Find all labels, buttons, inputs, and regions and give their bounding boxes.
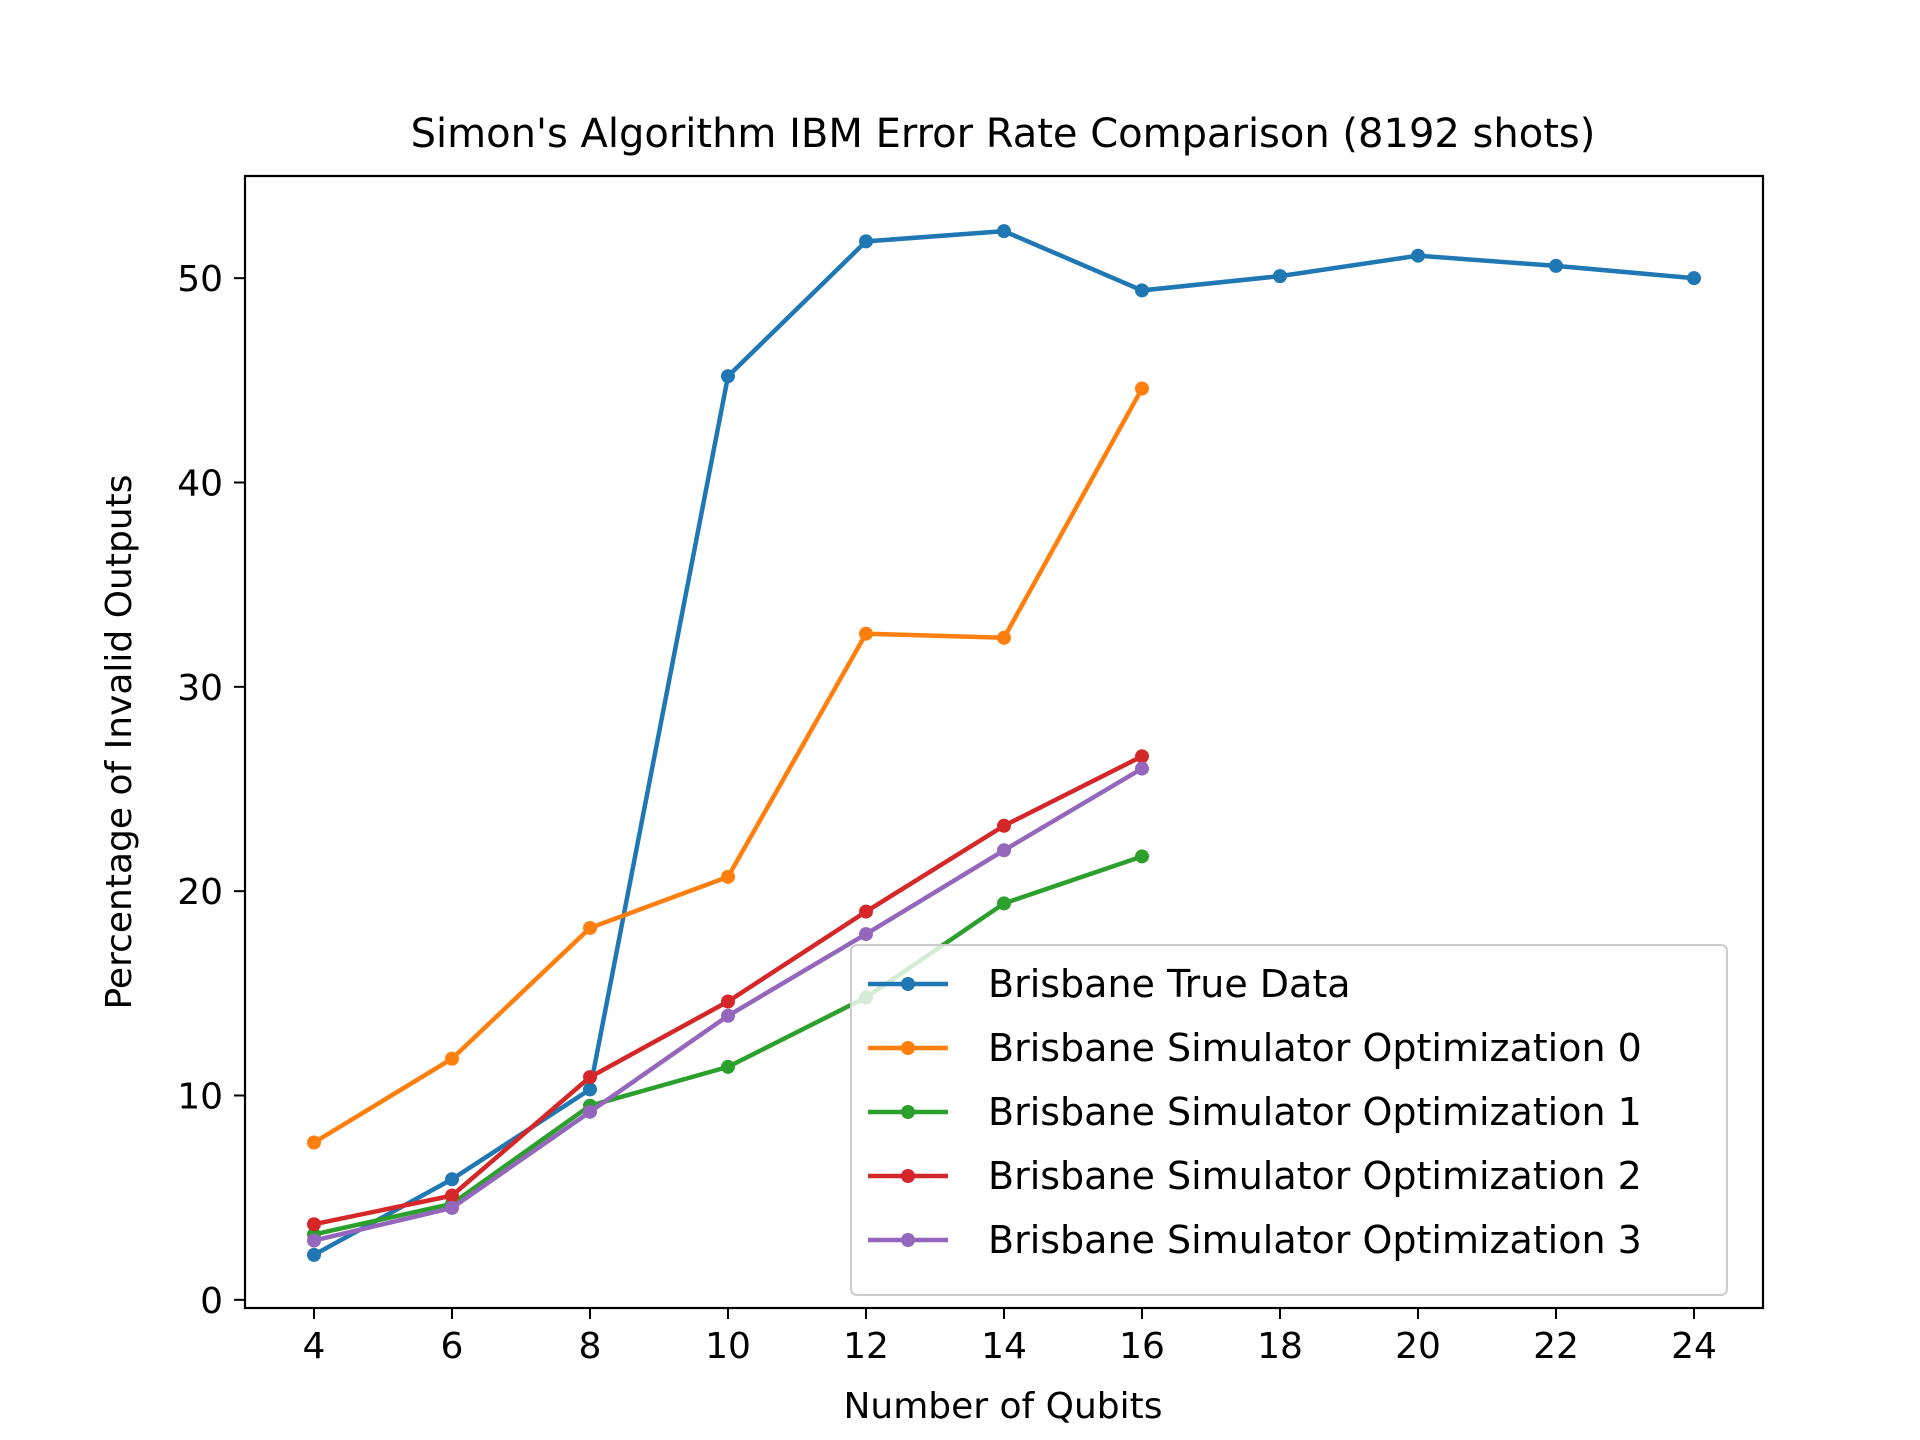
x-tick-label-6: 6 bbox=[441, 1326, 464, 1367]
chart-title: Simon's Algorithm IBM Error Rate Compari… bbox=[411, 111, 1596, 157]
data-point-s4-x4 bbox=[307, 1217, 321, 1232]
x-tick-label-20: 20 bbox=[1395, 1326, 1441, 1367]
data-point-s1-x16 bbox=[1135, 283, 1149, 298]
data-point-s1-x8 bbox=[583, 1082, 597, 1097]
legend: Brisbane True Data Brisbane Simulator Opt… bbox=[850, 944, 1728, 1296]
data-point-s4-x14 bbox=[997, 818, 1011, 833]
data-point-s2-x6 bbox=[445, 1051, 459, 1066]
x-tick-label-16: 16 bbox=[1119, 1326, 1165, 1367]
data-point-s1-x14 bbox=[997, 224, 1011, 239]
data-point-s2-x10 bbox=[721, 869, 735, 884]
data-point-s1-x10 bbox=[721, 369, 735, 384]
y-tick-label-20: 20 bbox=[177, 872, 223, 913]
x-tick-label-18: 18 bbox=[1257, 1326, 1303, 1367]
data-point-s1-x6 bbox=[445, 1172, 459, 1187]
data-point-s2-x12 bbox=[859, 626, 873, 641]
legend-marker-1 bbox=[901, 977, 915, 991]
data-point-s2-x4 bbox=[307, 1135, 321, 1150]
y-tick-label-30: 30 bbox=[177, 668, 223, 709]
axes: 4 6 8 10 12 14 16 18 20 22 24 0 10 20 30 40 50 bbox=[177, 259, 1717, 1367]
x-tick-label-10: 10 bbox=[705, 1326, 751, 1367]
legend-marker-4 bbox=[901, 1169, 915, 1183]
data-point-s4-x6 bbox=[445, 1188, 459, 1203]
data-point-s1-x24 bbox=[1687, 271, 1701, 286]
y-tick-label-40: 40 bbox=[177, 463, 223, 504]
x-tick-label-22: 22 bbox=[1533, 1326, 1579, 1367]
data-point-s5-x16 bbox=[1135, 761, 1149, 776]
legend-marker-2 bbox=[901, 1041, 915, 1055]
x-tick-label-12: 12 bbox=[843, 1326, 889, 1367]
data-point-s3-x14 bbox=[997, 896, 1011, 911]
y-tick-label-0: 0 bbox=[200, 1281, 223, 1322]
y-tick-label-10: 10 bbox=[177, 1076, 223, 1117]
series-2 bbox=[307, 381, 1149, 1150]
legend-label-2: Brisbane Simulator Optimization 0 bbox=[988, 1026, 1642, 1070]
data-point-s5-x8 bbox=[583, 1104, 597, 1119]
series-4 bbox=[307, 749, 1149, 1232]
legend-marker-5 bbox=[901, 1233, 915, 1247]
plot-area bbox=[307, 224, 1701, 1262]
x-axis-label: Number of Qubits bbox=[843, 1386, 1162, 1427]
y-tick-label-50: 50 bbox=[177, 259, 223, 300]
data-point-s4-x10 bbox=[721, 994, 735, 1009]
x-tick-label-4: 4 bbox=[303, 1326, 326, 1367]
data-point-s5-x6 bbox=[445, 1200, 459, 1215]
data-point-s2-x8 bbox=[583, 920, 597, 935]
data-point-s4-x12 bbox=[859, 904, 873, 919]
data-point-s1-x4 bbox=[307, 1247, 321, 1262]
series-5 bbox=[307, 761, 1149, 1248]
legend-label-3: Brisbane Simulator Optimization 1 bbox=[988, 1090, 1642, 1134]
data-point-s5-x12 bbox=[859, 927, 873, 942]
data-point-s3-x16 bbox=[1135, 849, 1149, 864]
y-axis-label: Percentage of Invalid Outputs bbox=[99, 474, 140, 1009]
data-point-s1-x18 bbox=[1273, 269, 1287, 284]
data-point-s1-x22 bbox=[1549, 258, 1563, 273]
data-point-s2-x16 bbox=[1135, 381, 1149, 396]
legend-label-1: Brisbane True Data bbox=[988, 962, 1351, 1006]
data-point-s3-x10 bbox=[721, 1059, 735, 1074]
data-point-s5-x10 bbox=[721, 1008, 735, 1023]
data-point-s1-x20 bbox=[1411, 248, 1425, 263]
data-point-s5-x14 bbox=[997, 843, 1011, 858]
legend-box bbox=[850, 944, 1728, 1296]
legend-label-5: Brisbane Simulator Optimization 3 bbox=[988, 1218, 1642, 1262]
data-point-s4-x16 bbox=[1135, 749, 1149, 764]
data-point-s4-x8 bbox=[583, 1070, 597, 1085]
x-tick-label-14: 14 bbox=[981, 1326, 1027, 1367]
x-tick-label-8: 8 bbox=[579, 1326, 602, 1367]
legend-marker-3 bbox=[901, 1105, 915, 1119]
legend-label-4: Brisbane Simulator Optimization 2 bbox=[988, 1154, 1642, 1198]
data-point-s5-x4 bbox=[307, 1233, 321, 1248]
x-tick-label-24: 24 bbox=[1671, 1326, 1717, 1367]
data-point-s1-x12 bbox=[859, 234, 873, 249]
data-point-s2-x14 bbox=[997, 630, 1011, 645]
